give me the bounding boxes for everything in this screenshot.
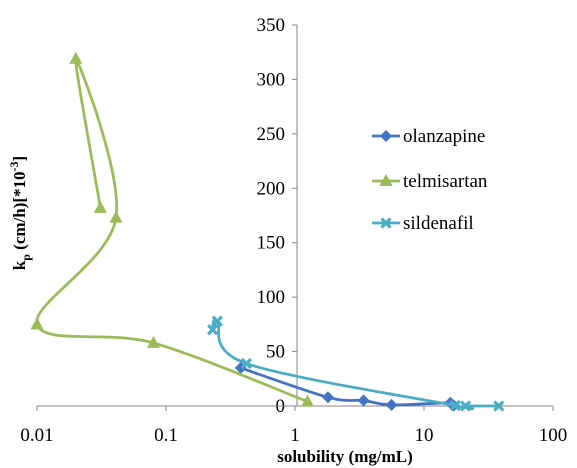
legend-marker	[380, 130, 392, 142]
y-axis-title-k: k	[10, 260, 29, 270]
y-axis-title-sub: p	[19, 254, 33, 261]
x-tick-label: 0.1	[154, 425, 178, 446]
legend-label: telmisartan	[403, 171, 488, 192]
data-point-olanzapine	[385, 398, 398, 411]
y-tick-label: 300	[257, 69, 286, 90]
legend: olanzapine telmisartan sildenafil	[372, 126, 488, 234]
data-point-telmisartan	[301, 394, 315, 407]
y-axis-title-sup: -3	[7, 161, 21, 171]
data-point-olanzapine	[321, 391, 334, 404]
y-axis-title-end: ]	[10, 156, 29, 162]
data-point-olanzapine	[357, 394, 370, 407]
data-point-sildenafil	[493, 400, 505, 412]
data-point-telmisartan	[30, 317, 44, 330]
x-tick-label: 0.01	[20, 425, 53, 446]
y-tick-label: 350	[257, 15, 286, 36]
data-point-telmisartan	[93, 200, 107, 213]
legend-marker	[379, 174, 393, 186]
y-axis-title-mid: (cm/h)[*10	[10, 171, 29, 254]
legend-marker	[380, 217, 392, 229]
series-line-sildenafil	[211, 318, 499, 411]
y-tick-label: 250	[257, 124, 286, 145]
data-point-sildenafil	[211, 315, 223, 327]
legend-label: olanzapine	[403, 126, 485, 147]
data-point-sildenafil	[240, 357, 253, 370]
data-point-telmisartan	[69, 51, 83, 64]
y-tick-label: 100	[257, 287, 286, 308]
data-point-sildenafil	[459, 400, 472, 412]
legend-item-olanzapine: olanzapine	[372, 126, 485, 147]
x-axis-title: solubility (mg/mL)	[277, 447, 413, 466]
data-point-sildenafil	[207, 324, 219, 336]
y-tick-label: 50	[266, 342, 285, 363]
legend-item-sildenafil: sildenafil	[372, 213, 474, 234]
y-axis-title: kp (cm/h)[*10-3]	[7, 156, 33, 270]
data-point-telmisartan	[146, 335, 160, 348]
series-sildenafil	[207, 315, 505, 412]
data-point-telmisartan	[109, 210, 123, 223]
x-tick-label: 1	[290, 425, 300, 446]
legend-item-telmisartan: telmisartan	[372, 171, 488, 192]
legend-label: sildenafil	[403, 213, 474, 234]
series-layer	[30, 51, 505, 412]
x-axis: 0.01 0.1 1 10 100	[20, 405, 568, 446]
x-tick-label: 100	[539, 425, 568, 446]
series-telmisartan	[30, 51, 315, 407]
data-point-sildenafil	[449, 399, 461, 412]
y-tick-label: 200	[257, 178, 286, 199]
x-tick-label: 10	[415, 425, 434, 446]
y-tick-label: 150	[257, 233, 286, 254]
